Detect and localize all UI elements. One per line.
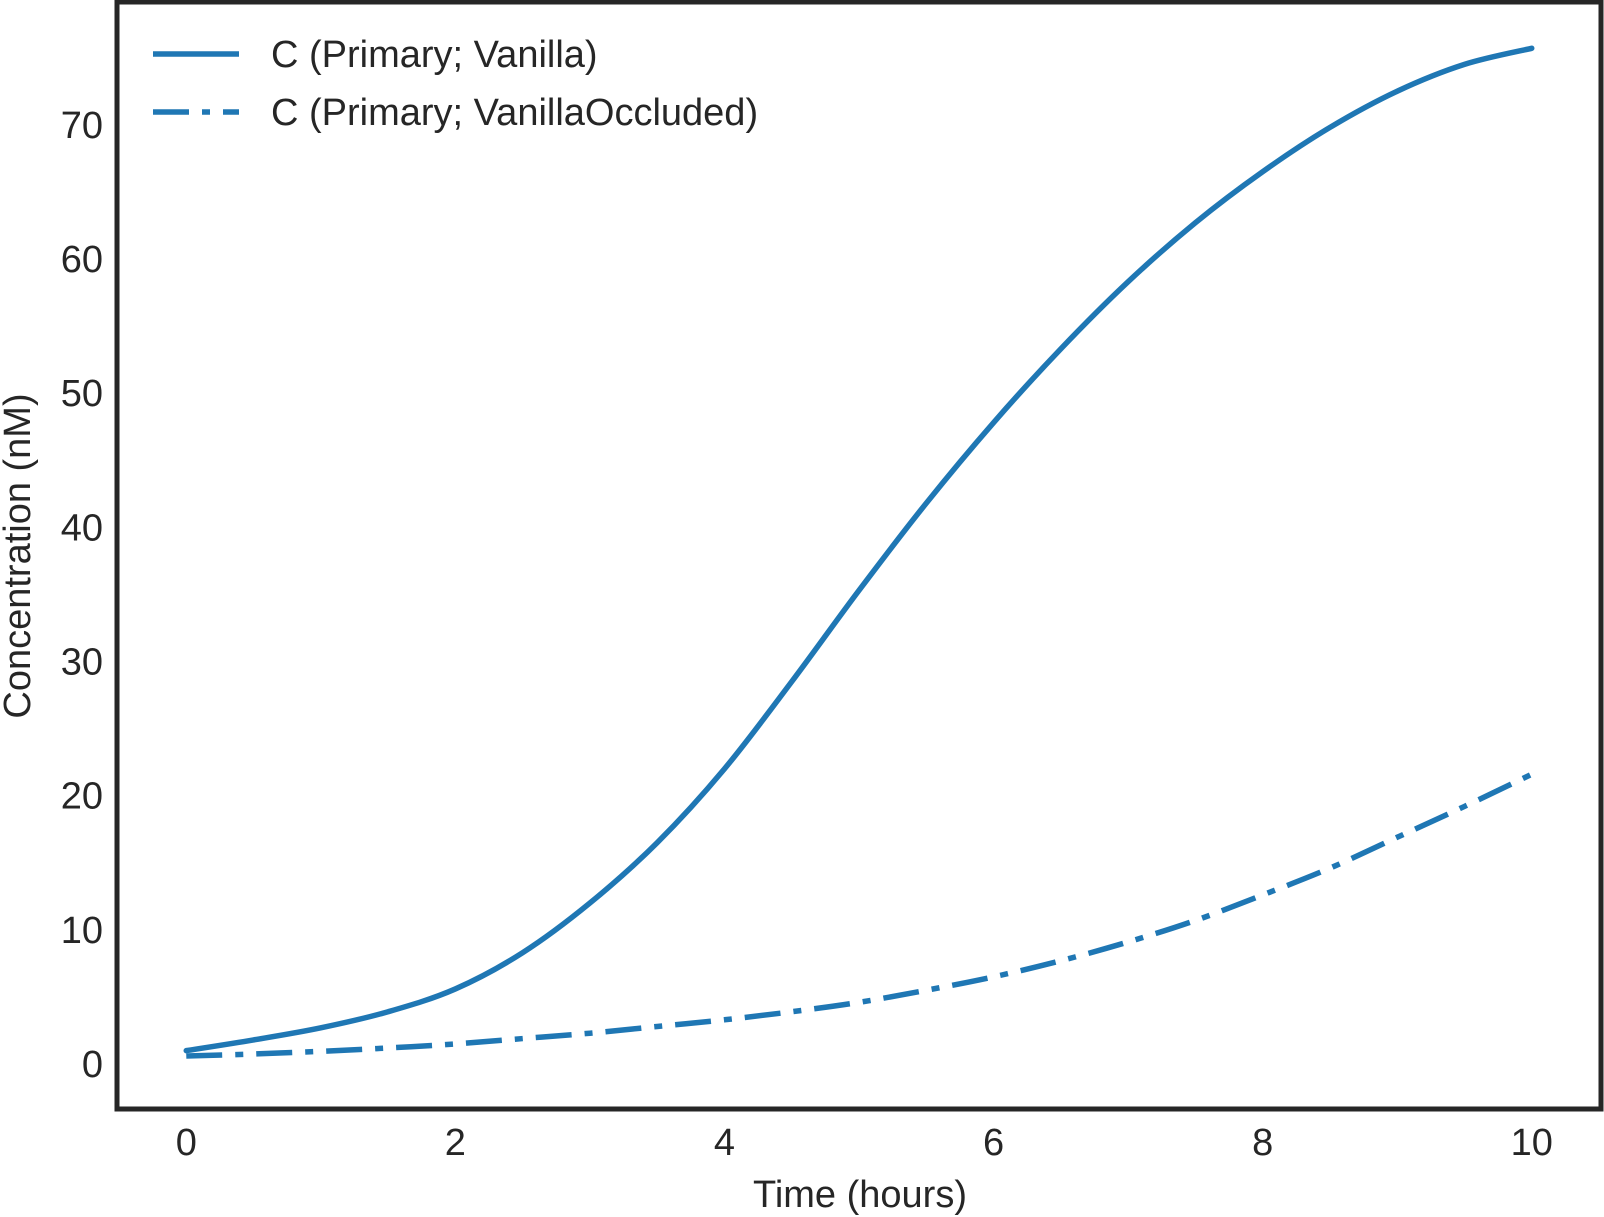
legend-label-2: C (Primary; VanillaOccluded) [271,92,758,134]
y-tick-label: 10 [61,910,103,952]
y-tick-label: 0 [82,1044,103,1086]
y-tick-label: 50 [61,373,103,415]
x-tick-label: 10 [1511,1122,1553,1164]
x-tick-label: 2 [445,1122,466,1164]
y-tick-label: 40 [61,507,103,549]
x-tick-label: 0 [176,1122,197,1164]
legend-label-1: C (Primary; Vanilla) [271,34,598,76]
y-tick-label: 60 [61,239,103,281]
x-tick-label: 6 [983,1122,1004,1164]
x-tick-label: 8 [1252,1122,1273,1164]
y-tick-label: 20 [61,776,103,818]
x-axis-label: Time (hours) [753,1174,967,1216]
y-axis-label: Concentration (nM) [0,393,39,718]
y-tick-label: 70 [61,105,103,147]
y-tick-label: 30 [61,642,103,684]
x-tick-label: 4 [714,1122,735,1164]
